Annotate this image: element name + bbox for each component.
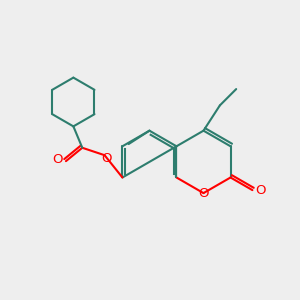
Text: O: O (101, 152, 111, 165)
Text: O: O (52, 153, 63, 166)
Text: O: O (256, 184, 266, 196)
Text: O: O (198, 187, 209, 200)
